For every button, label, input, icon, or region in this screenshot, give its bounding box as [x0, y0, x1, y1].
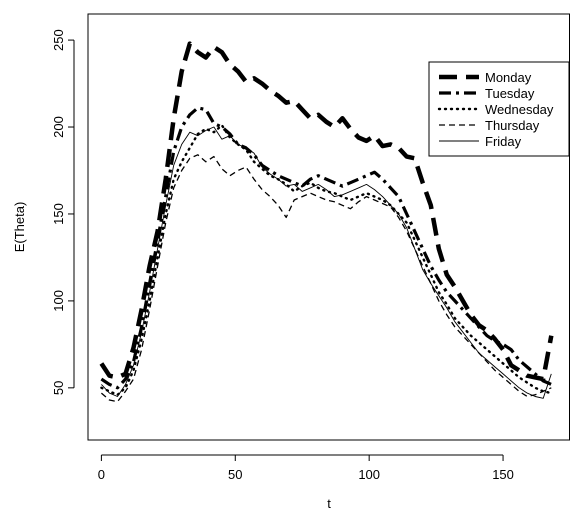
- y-tick-label: 250: [51, 29, 66, 51]
- legend-label-friday: Friday: [485, 134, 522, 149]
- x-tick-label: 0: [98, 467, 105, 482]
- series-line-tuesday: [100, 106, 552, 390]
- axes: 0 50 100 150 50 100 150 200 250: [51, 29, 514, 482]
- x-tick-label: 100: [358, 467, 380, 482]
- series-line-thursday: [100, 154, 552, 403]
- series-layer: [99, 41, 554, 403]
- legend-label-thursday: Thursday: [485, 118, 540, 133]
- series-line-monday: [99, 41, 554, 382]
- x-axis-label: t: [327, 496, 331, 511]
- y-tick-label: 200: [51, 116, 66, 138]
- legend-label-tuesday: Tuesday: [485, 86, 535, 101]
- y-tick-label: 50: [51, 381, 66, 395]
- y-axis-label: E(Theta): [12, 202, 27, 253]
- series-line-wednesday: [100, 124, 553, 396]
- x-tick-label: 150: [492, 467, 514, 482]
- legend-label-wednesday: Wednesday: [485, 102, 554, 117]
- x-tick-label: 50: [228, 467, 242, 482]
- y-tick-label: 100: [51, 290, 66, 312]
- legend-label-monday: Monday: [485, 70, 532, 85]
- y-tick-label: 150: [51, 203, 66, 225]
- series-line-friday: [101, 126, 552, 399]
